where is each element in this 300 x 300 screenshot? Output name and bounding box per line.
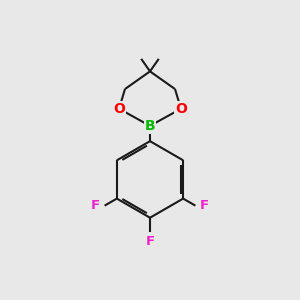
Text: B: B [145,119,155,133]
Text: F: F [200,199,209,212]
Text: F: F [91,199,100,212]
Text: O: O [175,102,187,116]
Text: F: F [146,235,154,248]
Text: O: O [113,102,125,116]
